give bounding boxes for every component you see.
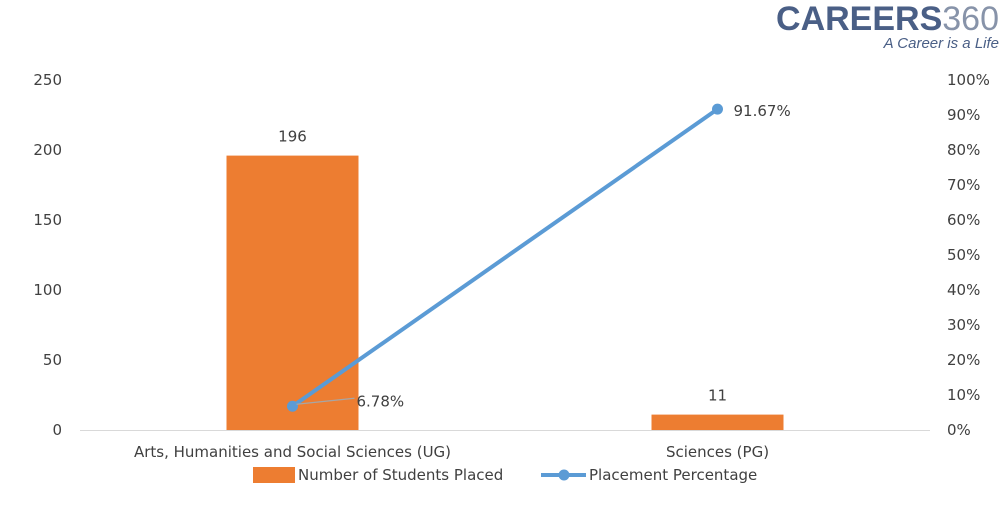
logo-brand-number: 360 <box>942 0 999 38</box>
logo-brand-word: CAREERS <box>776 0 943 38</box>
bar <box>226 155 359 430</box>
logo-brand: CAREERS360 <box>776 2 999 36</box>
y-left-tick-label: 50 <box>43 351 62 369</box>
y-right-tick-label: 0% <box>947 421 971 439</box>
legend-swatch-bar <box>253 467 295 483</box>
y-left-tick-label: 250 <box>33 71 62 89</box>
y-left-tick-label: 0 <box>52 421 62 439</box>
leader-line <box>296 397 355 405</box>
y-right-tick-label: 80% <box>947 141 980 159</box>
line-point <box>287 400 298 412</box>
category-label: Arts, Humanities and Social Sciences (UG… <box>134 443 451 461</box>
line-series <box>290 107 720 409</box>
line-point <box>712 103 723 115</box>
careers360-logo: CAREERS360 A Career is a Life <box>776 2 999 51</box>
y-right-tick-label: 70% <box>947 176 980 194</box>
legend-label-bar: Number of Students Placed <box>298 466 503 484</box>
bar-data-label: 11 <box>708 387 727 405</box>
y-left-tick-label: 200 <box>33 141 62 159</box>
logo-tagline: A Career is a Life <box>883 35 999 52</box>
bar-data-label: 196 <box>278 128 307 146</box>
y-right-tick-label: 50% <box>947 246 980 264</box>
y-right-tick-label: 30% <box>947 316 980 334</box>
y-right-tick-label: 90% <box>947 106 980 124</box>
y-right-tick-label: 20% <box>947 351 980 369</box>
line-data-label: 91.67% <box>734 102 791 120</box>
legend-swatch-marker <box>558 469 570 481</box>
bar <box>651 414 784 430</box>
line-data-label: 6.78% <box>357 392 405 410</box>
y-right-tick-label: 40% <box>947 281 980 299</box>
legend-label-line: Placement Percentage <box>589 466 757 484</box>
y-left-tick-label: 150 <box>33 211 62 229</box>
y-right-tick-label: 10% <box>947 386 980 404</box>
y-left-tick-label: 100 <box>33 281 62 299</box>
y-right-tick-label: 100% <box>947 71 990 89</box>
category-label: Sciences (PG) <box>666 443 769 461</box>
y-right-tick-label: 60% <box>947 211 980 229</box>
